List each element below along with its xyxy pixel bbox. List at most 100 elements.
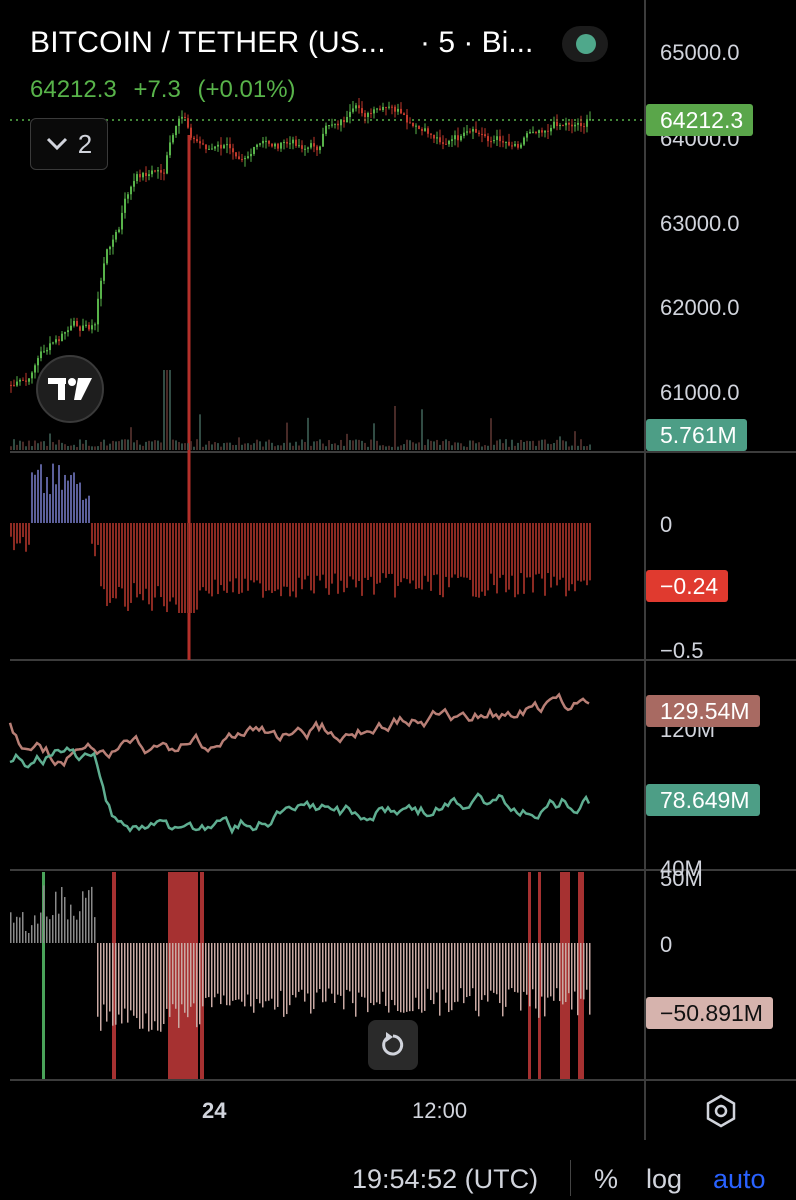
oscillator-bar	[190, 523, 192, 613]
delta-bar	[61, 887, 63, 943]
volume-bar	[433, 441, 435, 450]
oscillator-bar	[280, 523, 282, 597]
percent-scale-toggle[interactable]: %	[594, 1164, 619, 1194]
settings-gear-icon[interactable]	[704, 1094, 738, 1128]
oscillator-bar	[532, 523, 534, 593]
oscillator-bar	[220, 523, 222, 586]
volume-bar	[229, 442, 231, 450]
delta-bar	[388, 943, 390, 1013]
candle-body	[61, 333, 63, 342]
candle-body	[526, 133, 528, 138]
market-status-indicator[interactable]	[562, 26, 608, 62]
candle-body	[145, 172, 147, 176]
candle-body	[331, 124, 333, 126]
volume-bar	[124, 439, 126, 450]
volume-bar	[97, 446, 99, 450]
symbol-title[interactable]: BITCOIN / TETHER (US...	[30, 26, 386, 59]
oscillator-bar	[181, 523, 183, 613]
delta-bar	[406, 943, 408, 1012]
oscillator-bar	[118, 523, 120, 587]
oscillator-bar	[346, 523, 348, 588]
candle-body	[445, 143, 447, 145]
last-price-value: 64212.3	[30, 76, 117, 103]
volume-bar	[532, 440, 534, 450]
log-scale-toggle[interactable]: log	[646, 1164, 683, 1194]
interval-label[interactable]: · 5 · Bi...	[420, 26, 534, 59]
candle-body	[19, 379, 21, 382]
delta-bar	[343, 943, 345, 1010]
volume-bar	[67, 446, 69, 450]
delta-bar	[250, 943, 252, 1007]
candle-body	[31, 372, 33, 379]
delta-bar	[298, 943, 300, 992]
candle-body	[289, 143, 291, 145]
oscillator-bar	[91, 523, 93, 544]
candle-body	[574, 124, 576, 127]
reset-chart-button[interactable]	[368, 1020, 418, 1070]
candle-body	[130, 186, 132, 195]
volume-bar	[277, 445, 279, 450]
candle-body	[262, 140, 264, 144]
oscillator-bar	[97, 523, 99, 545]
delta-bar	[463, 943, 465, 1004]
oscillator-bar	[232, 523, 234, 593]
candle-body	[79, 326, 81, 331]
oscillator-bar	[586, 523, 588, 586]
oscillator-bar	[412, 523, 414, 581]
oscillator-bar	[580, 523, 582, 582]
upper-line-series	[8, 692, 590, 768]
candle-body	[184, 116, 186, 119]
delta-bar	[319, 943, 321, 990]
delta-bar	[310, 943, 312, 1014]
delta-bar	[523, 943, 525, 992]
delta-bar	[19, 917, 21, 943]
oscillator-bar	[223, 523, 225, 591]
volume-bar	[568, 446, 570, 450]
delta-bar	[490, 943, 492, 991]
delta-bar	[568, 943, 570, 994]
volume-bar	[256, 439, 258, 450]
oscillator-bar	[448, 523, 450, 588]
candle-body	[532, 131, 534, 133]
volume-bar	[142, 445, 144, 450]
delta-bar	[196, 943, 198, 1028]
tradingview-logo-icon[interactable]	[36, 355, 104, 423]
oscillator-bar	[472, 523, 474, 597]
delta-bar	[67, 919, 69, 943]
volume-bar	[379, 445, 381, 450]
candle-body	[208, 148, 210, 150]
volume-bar	[325, 446, 327, 450]
candle-body	[436, 137, 438, 139]
lower-line-series	[9, 746, 591, 835]
oscillator-bar	[478, 523, 480, 598]
delta-bar	[511, 943, 513, 989]
delta-bar	[520, 943, 522, 1011]
candle-body	[247, 156, 249, 159]
auto-scale-toggle[interactable]: auto	[713, 1164, 766, 1194]
candle-body	[415, 125, 417, 127]
oscillator-bar	[307, 523, 309, 576]
candle-body	[202, 143, 204, 145]
delta-bar	[58, 913, 60, 943]
candle-body	[367, 112, 369, 118]
candle-body	[160, 170, 162, 173]
delta-bar	[382, 943, 384, 992]
volume-bar	[466, 446, 468, 450]
volume-bar	[502, 443, 504, 450]
candle-body	[481, 133, 483, 135]
utc-clock[interactable]: 19:54:52 (UTC)	[352, 1164, 539, 1194]
delta-bar	[127, 943, 129, 1023]
volume-bar	[157, 440, 159, 450]
delta-bar	[547, 943, 549, 998]
candle-body	[298, 145, 300, 147]
candle-body	[583, 126, 585, 128]
candle-body	[406, 114, 408, 123]
delta-bar	[247, 943, 249, 995]
delta-bar	[574, 943, 576, 992]
delta-bar	[16, 916, 18, 943]
volume-bar	[70, 445, 72, 450]
indicators-toggle-button[interactable]: 2	[30, 118, 108, 170]
candle-body	[379, 108, 381, 111]
oscillator-bar	[229, 523, 231, 582]
